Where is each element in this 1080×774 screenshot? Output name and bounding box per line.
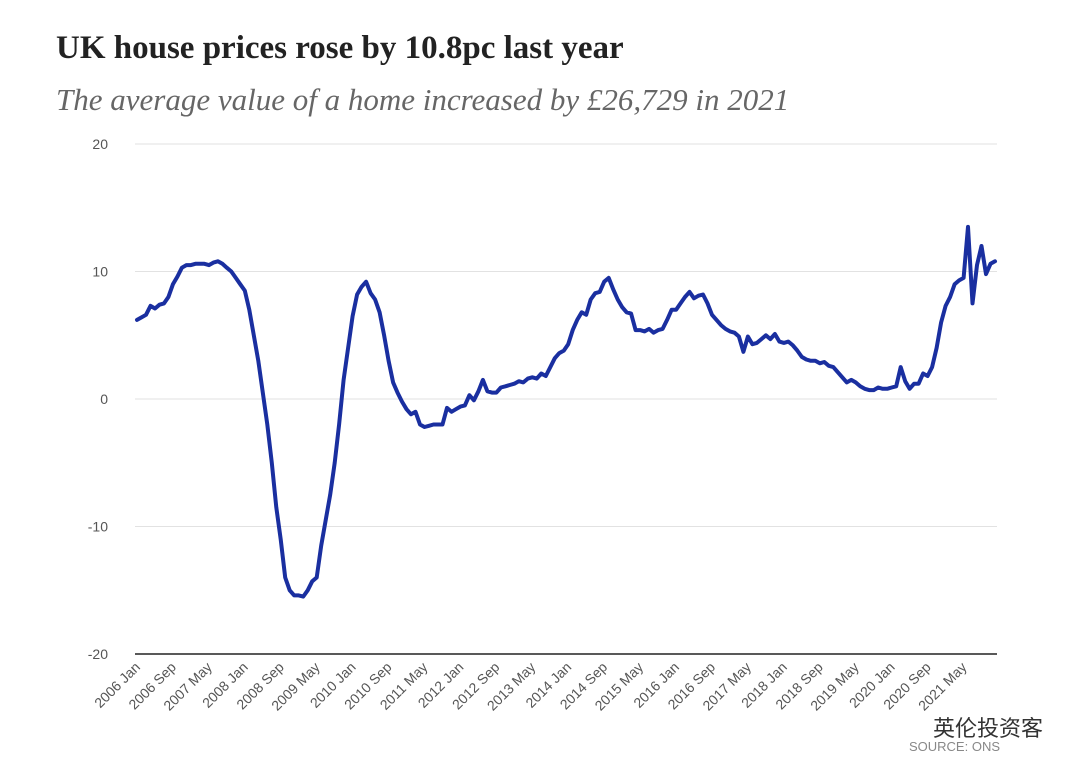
chart-subtitle: The average value of a home increased by…	[56, 82, 789, 117]
y-tick-label: 10	[92, 264, 108, 280]
y-tick-label: -10	[88, 519, 108, 535]
line	[135, 224, 997, 599]
source: SOURCE: ONS	[909, 739, 1000, 754]
y-tick-label: -20	[88, 646, 108, 662]
watermark: 英伦投资客	[933, 716, 1043, 741]
y-tick-label: 0	[100, 391, 108, 407]
y-tick-label: 20	[92, 136, 108, 152]
chart-title: UK house prices rose by 10.8pc last year	[56, 30, 624, 66]
